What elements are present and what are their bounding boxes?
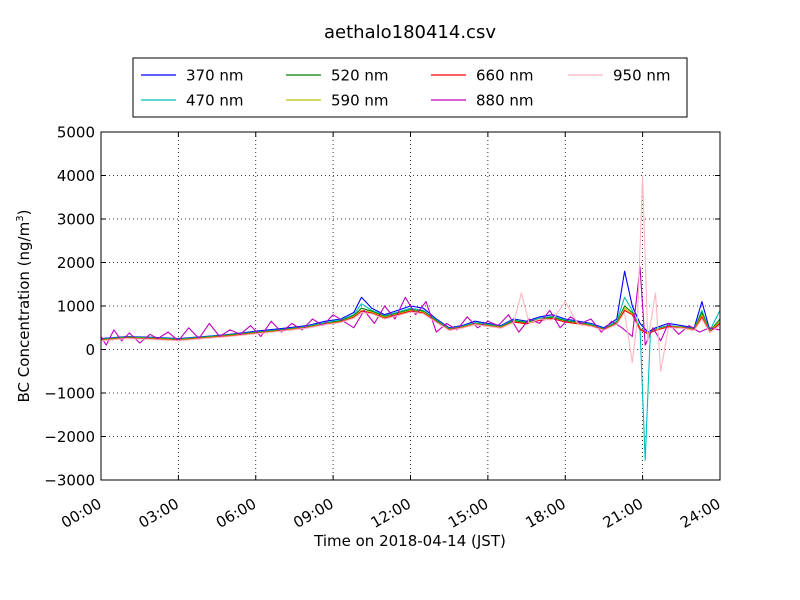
legend: 370 nm 470 nm 520 nm 590 nm 660 nm 880 nm 950 …	[132, 57, 688, 118]
legend-label: 590 nm	[331, 92, 389, 110]
y-tick-label: 5000	[57, 124, 95, 142]
y-tick-label: 3000	[57, 211, 95, 229]
legend-label: 470 nm	[186, 92, 244, 110]
legend-label: 950 nm	[613, 67, 671, 85]
y-axis-label-superscript: 3	[15, 215, 26, 221]
y-tick-label: 0	[85, 341, 95, 359]
legend-label: 880 nm	[476, 92, 534, 110]
y-axis-label-main: BC Concentration (ng/m	[15, 222, 33, 403]
legend-frame	[132, 57, 688, 118]
y-tick-label: −3000	[44, 472, 95, 490]
legend-label: 520 nm	[331, 67, 389, 85]
chart-title: aethalo180414.csv	[324, 22, 496, 43]
legend-label: 660 nm	[476, 67, 534, 85]
x-axis-label: Time on 2018-04-14 (JST)	[313, 532, 506, 550]
y-tick-label: −2000	[44, 428, 95, 446]
series-lines	[101, 174, 720, 461]
legend-entries: 370 nm 470 nm 520 nm 590 nm 660 nm 880 nm 950 …	[141, 67, 671, 110]
y-tick-label: 2000	[57, 254, 95, 272]
y-axis-label: BC Concentration (ng/m3)	[15, 210, 33, 403]
axis-ticks	[100, 131, 721, 481]
y-tick-label: 1000	[57, 298, 95, 316]
y-tick-label: 4000	[57, 167, 95, 185]
y-tick-labels: −3000 −2000 −1000 0 1000 2000 3000 4000 5000	[44, 124, 95, 490]
y-tick-label: −1000	[44, 385, 95, 403]
y-axis-label-close: )	[15, 210, 33, 216]
series-line	[101, 174, 720, 372]
legend-label: 370 nm	[186, 67, 244, 85]
